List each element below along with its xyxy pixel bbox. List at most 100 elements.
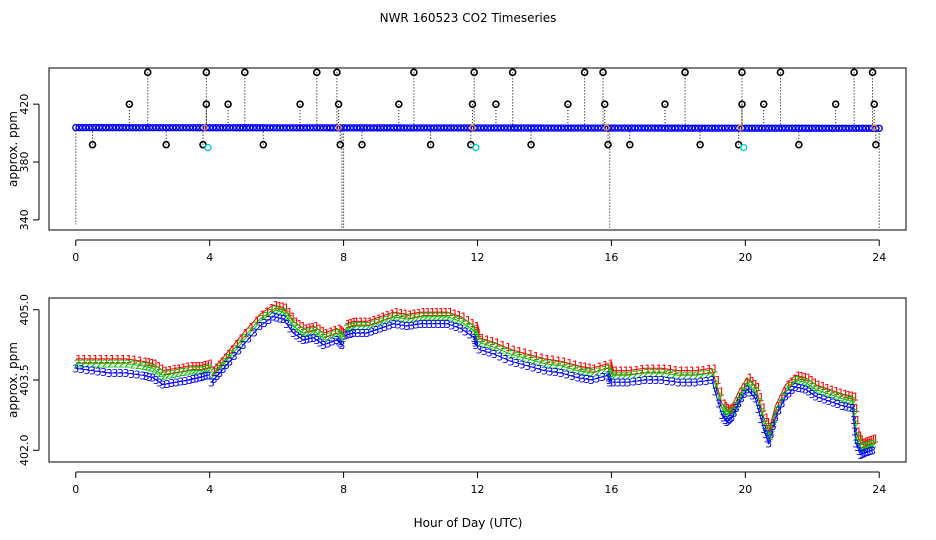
bottom-series-2-marker: 2 xyxy=(606,362,613,375)
bottom-series-2-marker: 2 xyxy=(580,365,587,378)
bottom-series-1-line xyxy=(479,337,611,371)
bottom-series-1-marker: 1 xyxy=(345,318,352,331)
bottom-series-2-marker: 2 xyxy=(807,379,814,392)
bottom-series-1-marker: 1 xyxy=(293,315,300,328)
bottom-series-3-marker: 3 xyxy=(743,383,750,396)
bottom-series-1-marker: 1 xyxy=(792,372,799,385)
bottom-series-3-marker: 3 xyxy=(524,360,531,373)
bottom-series-2-marker: 2 xyxy=(405,313,412,326)
bottom-series-2-marker: 2 xyxy=(473,329,480,342)
bottom-series-1-marker: 1 xyxy=(795,369,802,382)
bottom-series-2-marker: 2 xyxy=(91,358,98,371)
bottom-series-1-marker: 1 xyxy=(744,376,751,389)
bottom-series-1-marker: 1 xyxy=(362,315,369,328)
bottom-series-1-marker: 1 xyxy=(633,364,640,377)
top-flag-point xyxy=(336,140,345,149)
bottom-series-3-marker: 3 xyxy=(579,372,586,385)
bottom-series-2-marker: 2 xyxy=(281,306,288,319)
bottom-series-2-marker: 2 xyxy=(844,394,851,407)
top-flag-point xyxy=(795,140,803,149)
bottom-series-2-marker: 2 xyxy=(585,366,592,379)
top-flag-point xyxy=(143,68,152,77)
x-axis-title: Hour of Day (UTC) xyxy=(414,516,523,530)
top-flag-point xyxy=(600,100,609,108)
bottom-series-3-marker: 3 xyxy=(476,344,483,357)
bottom-series-1-marker: 1 xyxy=(618,365,625,378)
bottom-series-2-marker: 2 xyxy=(241,332,248,345)
bottom-series-2-marker: 2 xyxy=(790,377,797,390)
bottom-series-2-marker: 2 xyxy=(423,311,430,324)
bottom-series-3-marker: 3 xyxy=(89,365,96,378)
bottom-series-2-marker: 2 xyxy=(871,437,878,450)
bottom-series-1-marker: 1 xyxy=(223,351,230,364)
bottom-series-1-marker: 1 xyxy=(199,360,206,373)
bottom-series-1-marker: 1 xyxy=(582,361,589,374)
bottom-series-1-marker: 1 xyxy=(773,408,780,421)
bottom-series-2-marker: 2 xyxy=(206,362,213,375)
bottom-series-2-marker: 2 xyxy=(161,369,168,382)
bottom-series-2-marker: 2 xyxy=(548,358,555,371)
bottom-series-1-line xyxy=(613,367,873,444)
bottom-series-1-marker: 1 xyxy=(407,308,414,321)
bottom-series-1-marker: 1 xyxy=(700,364,707,377)
bottom-series-3-marker: 3 xyxy=(583,373,590,386)
bottom-series-2-marker: 2 xyxy=(224,352,231,365)
bottom-series-1-marker: 1 xyxy=(561,355,568,368)
bottom-series-1-marker: 1 xyxy=(348,317,355,330)
bottom-series-3-marker: 3 xyxy=(599,371,606,384)
bottom-series-1-marker: 1 xyxy=(196,360,203,373)
bottom-series-3-line xyxy=(613,379,873,456)
bottom-series-2-marker: 2 xyxy=(295,322,302,335)
bottom-series-2-marker: 2 xyxy=(836,391,843,404)
bottom-series-1-marker: 1 xyxy=(725,402,732,415)
bottom-series-3-marker: 3 xyxy=(83,364,90,377)
bottom-plot-area: 0 4 8 12 16 20 24405.0403.5402.012312312312312… xyxy=(18,294,886,496)
bottom-series-2-marker: 2 xyxy=(773,404,780,417)
bottom-series-2-marker: 2 xyxy=(349,321,356,334)
top-orange-point xyxy=(871,124,878,131)
bottom-series-3-marker: 3 xyxy=(749,390,756,403)
top-orange-point xyxy=(469,124,476,131)
bottom-series-2-marker: 2 xyxy=(482,338,489,351)
bottom-series-2-marker: 2 xyxy=(144,361,151,374)
bottom-series-3-marker: 3 xyxy=(457,322,464,335)
bottom-series-3-marker: 3 xyxy=(697,376,704,389)
bottom-series-2-marker: 2 xyxy=(285,311,292,324)
bottom-series-2-marker: 2 xyxy=(212,366,219,379)
bottom-series-3-marker: 3 xyxy=(345,329,352,342)
top-flag-point xyxy=(259,140,268,149)
bottom-series-2-marker: 2 xyxy=(732,400,739,413)
bottom-series-3-marker: 3 xyxy=(276,312,283,325)
bottom-series-2-marker: 2 xyxy=(267,307,274,320)
bottom-series-1-marker: 1 xyxy=(623,365,630,378)
bottom-series-1-marker: 1 xyxy=(852,390,859,403)
bottom-series-2-marker: 2 xyxy=(346,322,353,335)
bottom-series-1-marker: 1 xyxy=(656,362,663,375)
bottom-series-3-marker: 3 xyxy=(785,387,792,400)
bottom-series-3-marker: 3 xyxy=(593,372,600,385)
bottom-x-tick-label: 20 xyxy=(738,483,752,496)
bottom-series-3-marker: 3 xyxy=(430,318,437,331)
bottom-series-3-marker: 3 xyxy=(338,339,345,352)
bottom-series-1-marker: 1 xyxy=(447,306,454,319)
bottom-series-1-marker: 1 xyxy=(577,360,584,373)
bottom-series-2-marker: 2 xyxy=(737,390,744,403)
bottom-series-3-marker: 3 xyxy=(95,365,102,378)
bottom-series-2-marker: 2 xyxy=(676,369,683,382)
bottom-series-3-marker: 3 xyxy=(735,397,742,410)
top-cyan-point xyxy=(739,143,748,152)
bottom-series-1-marker: 1 xyxy=(185,361,192,374)
bottom-series-2-marker: 2 xyxy=(699,369,706,382)
bottom-series-3-marker: 3 xyxy=(805,386,812,399)
bottom-series-3-marker: 3 xyxy=(283,318,290,331)
bottom-series-1-marker: 1 xyxy=(608,358,615,371)
bottom-series-2-marker: 2 xyxy=(305,326,312,339)
bottom-series-3-marker: 3 xyxy=(812,390,819,403)
bottom-series-2-marker: 2 xyxy=(275,304,282,317)
bottom-series-2-marker: 2 xyxy=(151,362,158,375)
top-flag-point xyxy=(313,68,321,77)
top-flag-point xyxy=(202,68,211,77)
bottom-series-3-marker: 3 xyxy=(826,395,833,408)
top-orange-point xyxy=(603,124,610,131)
bottom-series-3-marker: 3 xyxy=(202,370,209,383)
